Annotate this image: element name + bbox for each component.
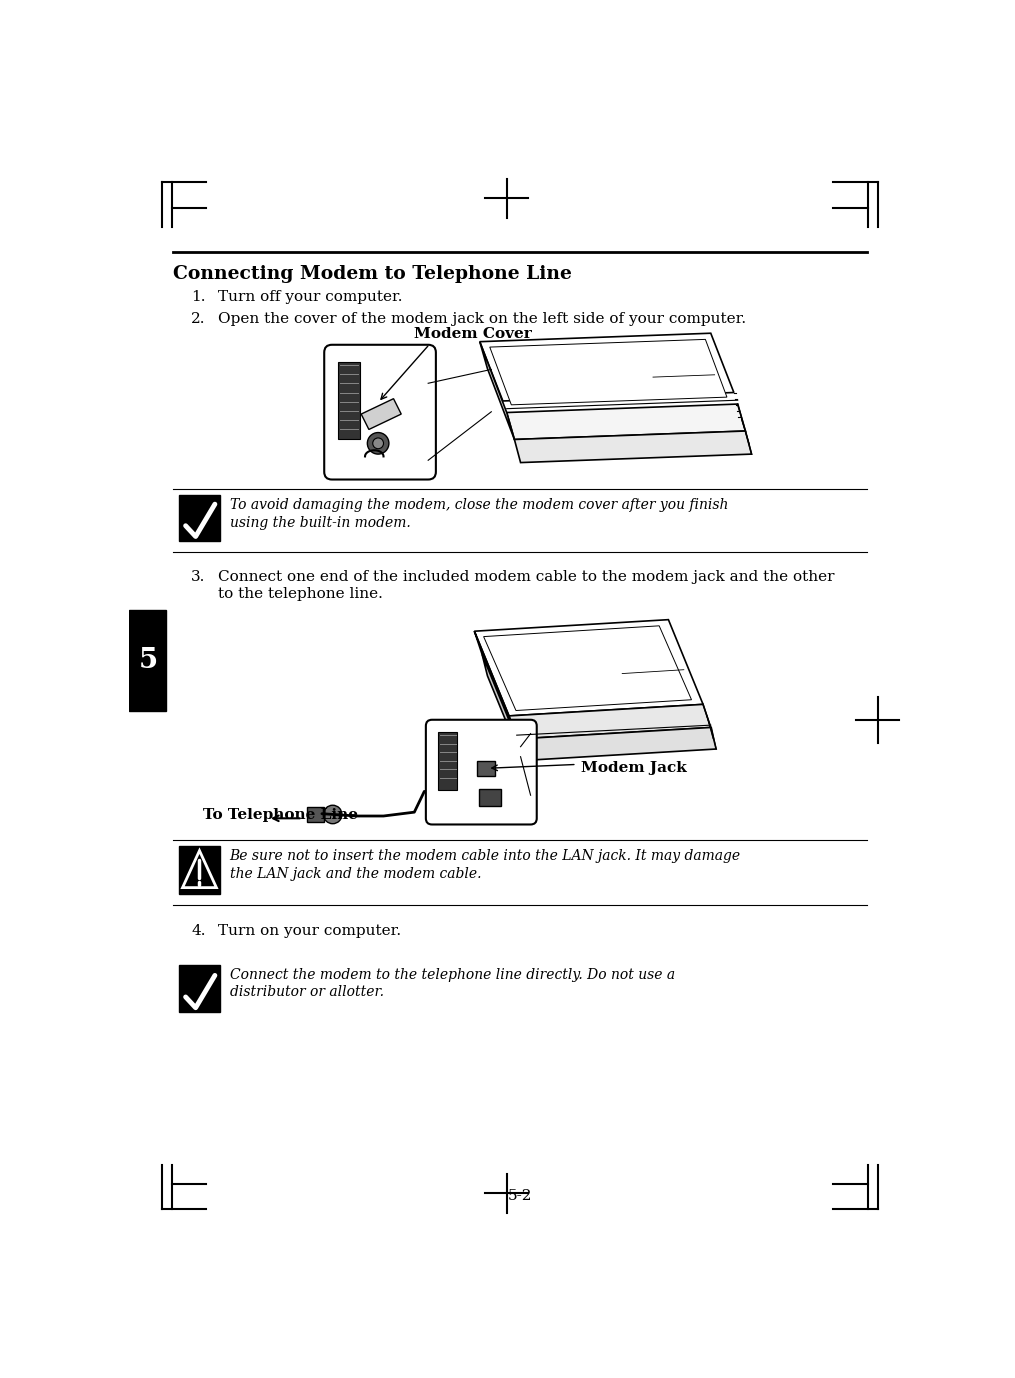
Polygon shape (482, 655, 522, 761)
Bar (180, 495, 219, 542)
Text: distributor or allotter.: distributor or allotter. (229, 985, 384, 999)
Text: Modem Cover: Modem Cover (414, 327, 532, 340)
Polygon shape (183, 850, 216, 887)
Bar (180, 965, 219, 1013)
Text: To Telephone Line: To Telephone Line (203, 809, 357, 823)
Polygon shape (515, 431, 751, 463)
Circle shape (373, 438, 384, 449)
Polygon shape (490, 339, 727, 405)
Text: 5: 5 (138, 646, 157, 674)
Polygon shape (307, 806, 324, 823)
Circle shape (367, 433, 389, 455)
Text: the LAN jack and the modem cable.: the LAN jack and the modem cable. (229, 867, 481, 881)
Bar (129, 610, 166, 711)
Polygon shape (474, 631, 517, 739)
Text: Connecting Modem to Telephone Line: Connecting Modem to Telephone Line (174, 266, 572, 284)
Polygon shape (509, 704, 710, 739)
Circle shape (324, 805, 342, 824)
Text: to the telephone line.: to the telephone line. (218, 587, 383, 601)
Text: Connect one end of the included modem cable to the modem jack and the other: Connect one end of the included modem ca… (218, 569, 834, 584)
Text: 5-2: 5-2 (508, 1189, 532, 1203)
Polygon shape (361, 398, 401, 430)
Polygon shape (517, 728, 717, 761)
Text: Modem Jack: Modem Jack (581, 761, 686, 774)
Text: Open the cover of the modem jack on the left side of your computer.: Open the cover of the modem jack on the … (218, 311, 746, 325)
FancyBboxPatch shape (324, 344, 435, 480)
Polygon shape (483, 626, 691, 711)
Bar (438, 732, 458, 790)
Text: Connect the modem to the telephone line directly. Do not use a: Connect the modem to the telephone line … (229, 967, 675, 981)
Text: using the built-in modem.: using the built-in modem. (229, 515, 410, 529)
Text: Be sure not to insert the modem cable into the LAN jack. It may damage: Be sure not to insert the modem cable in… (229, 849, 741, 863)
Text: 1.: 1. (191, 291, 205, 305)
Bar (180, 846, 219, 894)
Bar (338, 361, 359, 438)
Text: 2.: 2. (191, 311, 205, 325)
Polygon shape (474, 620, 703, 717)
Bar (477, 761, 495, 776)
FancyBboxPatch shape (426, 719, 537, 824)
Text: 4.: 4. (191, 923, 205, 938)
Polygon shape (479, 790, 500, 806)
Text: To avoid damaging the modem, close the modem cover after you finish: To avoid damaging the modem, close the m… (229, 497, 728, 513)
Text: Turn off your computer.: Turn off your computer. (218, 291, 403, 305)
Polygon shape (506, 404, 745, 440)
Text: 3.: 3. (191, 569, 205, 584)
Polygon shape (480, 333, 734, 401)
Text: Turn on your computer.: Turn on your computer. (218, 923, 401, 938)
Polygon shape (480, 342, 515, 440)
